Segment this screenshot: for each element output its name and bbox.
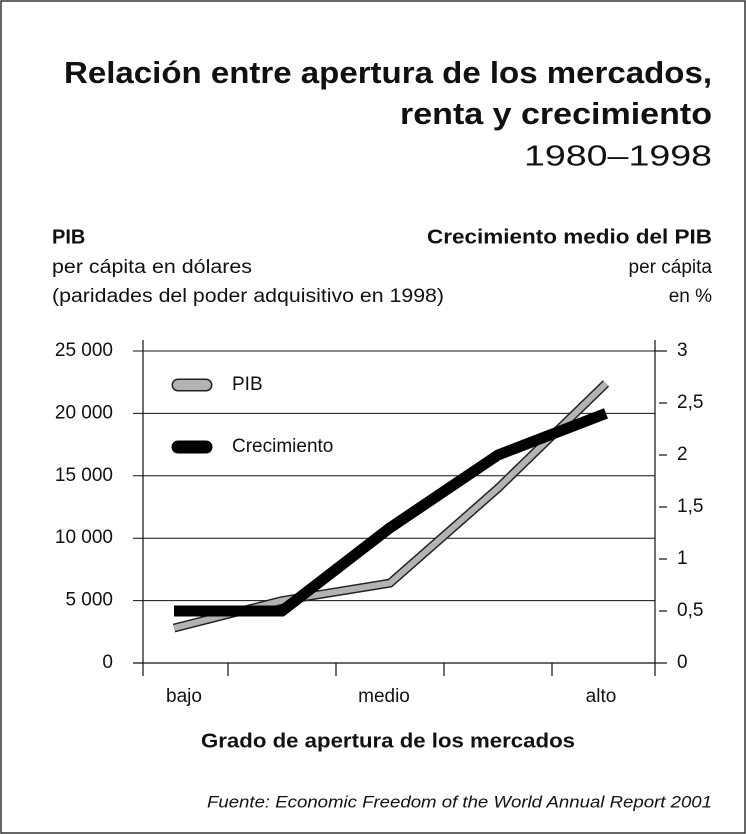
y-tick-label: 20 000 [55, 402, 113, 423]
y-axis-label: PIB [52, 226, 85, 248]
legend-label: PIB [232, 374, 263, 395]
y-tick-label: 0 [102, 652, 113, 673]
source-note: Fuente: Economic Freedom of the World An… [207, 792, 712, 811]
y2-axis-label: Crecimiento medio del PIB [427, 226, 712, 248]
y-axis-sublabel: per cápita en dólares [52, 257, 252, 278]
series-line [174, 408, 608, 617]
x-tick-label: medio [358, 686, 410, 707]
y-tick-label: 15 000 [55, 465, 113, 486]
chart-title: Relación entre apertura de los mercados, [64, 55, 712, 90]
y2-tick-label: 1,5 [677, 496, 703, 517]
y2-tick-label: 2,5 [677, 392, 703, 413]
y-axis-sublabel: (paridades del poder adquisitivo en 1998… [52, 286, 444, 307]
x-axis-label: Grado de apertura de los mercados [201, 730, 575, 752]
legend-label: Crecimiento [232, 436, 333, 457]
y2-tick-label: 3 [677, 340, 688, 361]
y-tick-label: 5 000 [65, 590, 113, 611]
y2-axis-sublabel: en % [669, 286, 712, 307]
x-tick-label: bajo [166, 686, 202, 707]
chart-subtitle: 1980–1998 [524, 141, 712, 173]
y2-tick-label: 0,5 [677, 600, 703, 621]
y2-tick-label: 2 [677, 444, 688, 465]
y2-axis-sublabel: per cápita [629, 257, 713, 278]
y2-tick-label: 0 [677, 652, 688, 673]
chart-title: renta y crecimiento [400, 96, 712, 131]
y2-tick-label: 1 [677, 548, 688, 569]
y-tick-label: 25 000 [55, 340, 113, 361]
x-tick-label: alto [586, 686, 617, 707]
y-tick-label: 10 000 [55, 527, 113, 548]
